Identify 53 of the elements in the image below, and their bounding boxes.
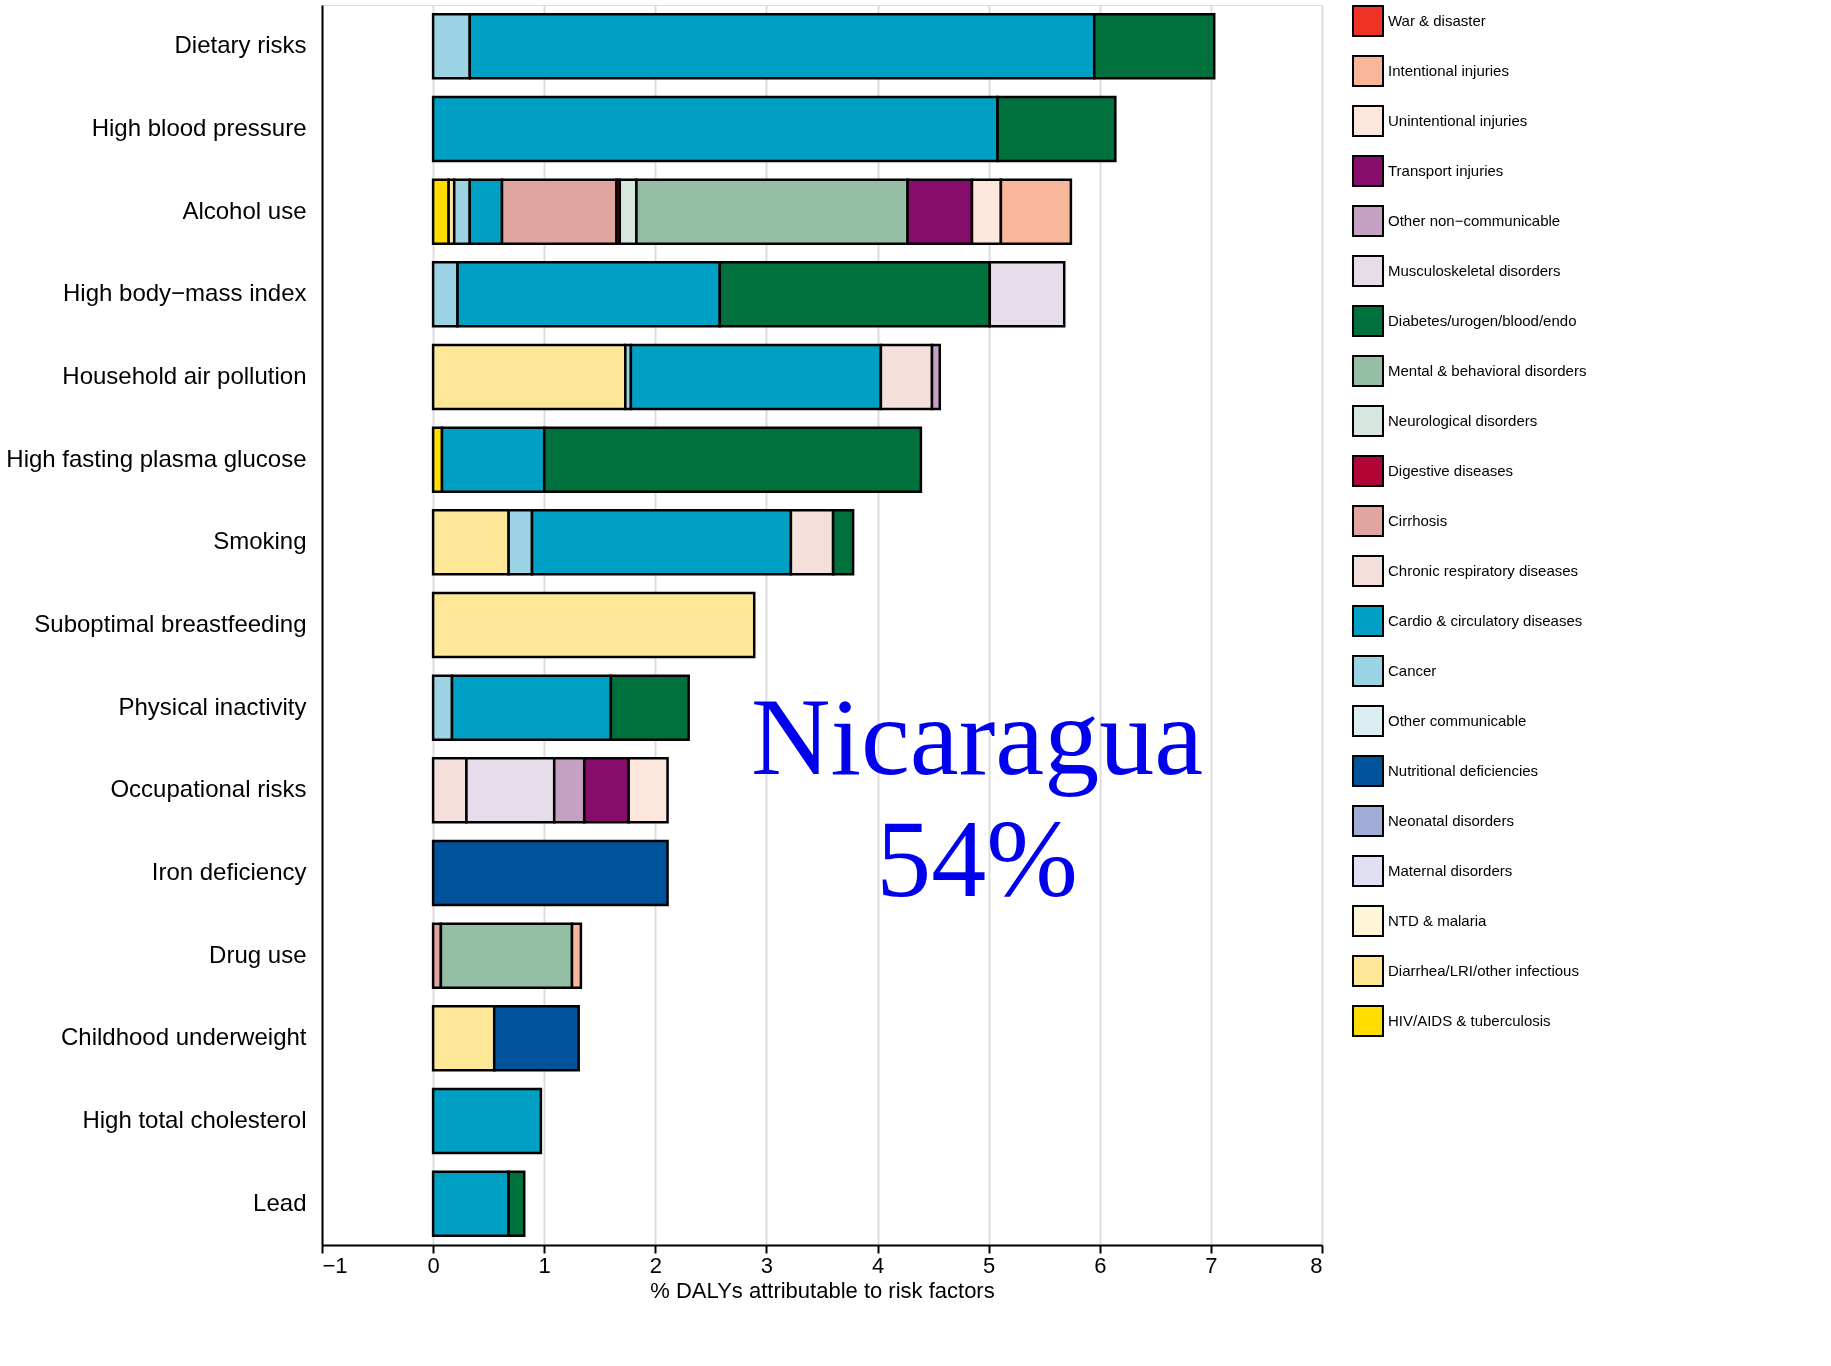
x-tick-label: 5 [983,1252,996,1278]
y-tick-label: High blood pressure [91,114,307,141]
legend-label: Other non−communicable [1388,212,1561,229]
legend-label: Cirrhosis [1388,512,1448,529]
y-tick-label: Occupational risks [110,775,307,803]
y-tick-label: Suboptimal breastfeeding [34,610,307,637]
y-tick-label: Drug use [209,940,307,968]
x-tick-label: 8 [1310,1252,1323,1278]
x-tick-label: 1 [538,1252,551,1278]
y-tick-label: High fasting plasma glucose [6,444,307,472]
y-tick-label: High body−mass index [63,279,307,307]
y-tick-label: Household air pollution [62,362,307,389]
legend-label: Chronic respiratory diseases [1388,562,1579,579]
bar [431,591,756,659]
legend-label: Neonatal disorders [1388,812,1514,829]
legend-label: Maternal disorders [1388,862,1513,879]
legend-label: Diarrhea/LRI/other infectious [1388,962,1579,979]
legend-label: Transport injuries [1388,162,1504,179]
legend-label: War & disaster [1388,12,1486,29]
y-tick-label: Iron deficiency [151,858,307,885]
legend-label: Unintentional injuries [1388,112,1528,129]
x-tick-label: 3 [760,1252,774,1278]
legend-label: Intentional injuries [1388,62,1509,79]
y-tick-label: Lead [253,1188,307,1216]
bar [431,343,627,411]
x-tick-label: 0 [427,1252,440,1278]
y-tick-label: Smoking [213,527,307,555]
x-tick-label: 4 [871,1252,885,1278]
legend-label: Other communicable [1388,712,1527,729]
legend-label: Cardio & circulatory diseases [1388,612,1583,629]
y-tick-label: Alcohol use [182,196,307,224]
x-axis-title: % DALYs attributable to risk factors [650,1277,995,1303]
x-tick-label: 2 [649,1252,662,1278]
x-tick-label: 7 [1205,1252,1218,1278]
y-tick-label: Physical inactivity [118,692,307,720]
legend-label: Musculoskeletal disorders [1388,262,1561,279]
legend-label: HIV/AIDS & tuberculosis [1388,1012,1551,1029]
bar [431,839,669,907]
y-tick-label: Childhood underweight [60,1023,307,1051]
legend-label: Neurological disorders [1388,412,1538,429]
legend-label: Mental & behavioral disorders [1388,362,1587,379]
bar [431,1087,543,1155]
legend-label: Diabetes/urogen/blood/endo [1388,312,1577,329]
x-tick-label: 6 [1094,1252,1107,1278]
x-tick-label: −1 [322,1252,348,1278]
annotation: Nicaragua [751,675,1203,798]
y-tick-label: Dietary risks [174,31,307,59]
legend-label: Digestive diseases [1388,462,1514,479]
legend-label: Nutritional deficiencies [1388,762,1539,779]
y-tick-label: High total cholesterol [82,1106,307,1133]
legend-label: Cancer [1388,662,1437,679]
legend-label: NTD & malaria [1388,912,1488,929]
annotation: 54% [876,797,1078,920]
